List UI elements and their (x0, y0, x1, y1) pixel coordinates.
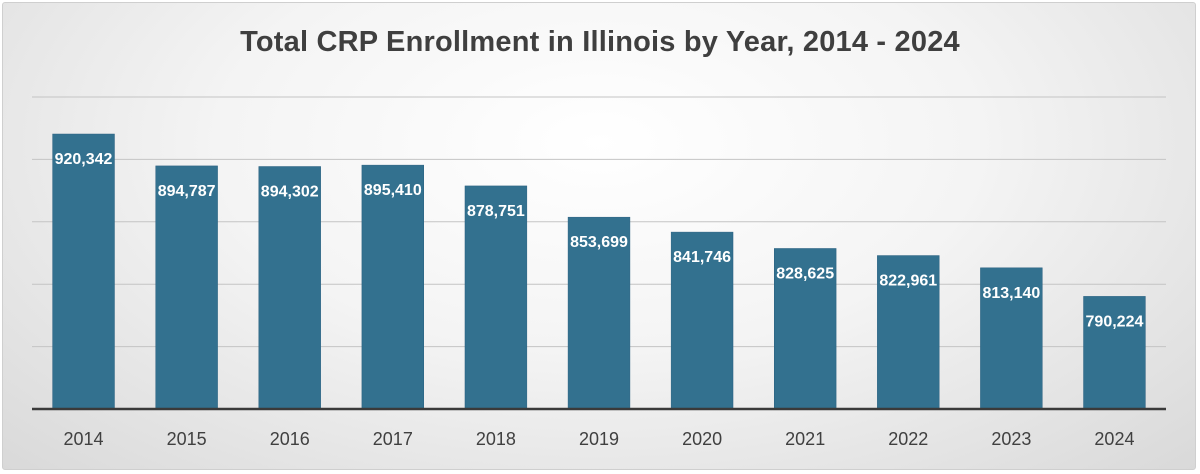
x-tick-2017: 2017 (373, 429, 413, 449)
x-tick-2015: 2015 (167, 429, 207, 449)
x-tick-2018: 2018 (476, 429, 516, 449)
x-tick-2023: 2023 (991, 429, 1031, 449)
data-labels: 920,342 894,787 894,302 895,410 878,751 853,6… (55, 151, 1144, 330)
x-tick-2020: 2020 (682, 429, 722, 449)
chart-title: Total CRP Enrollment in Illinois by Year… (240, 26, 960, 58)
data-label-2022: 822,961 (879, 273, 937, 290)
bar-2022 (877, 255, 940, 410)
data-label-2023: 813,140 (982, 285, 1040, 302)
x-tick-2024: 2024 (1094, 429, 1134, 449)
bar-2023 (980, 267, 1043, 410)
x-tick-2021: 2021 (785, 429, 825, 449)
x-tick-2019: 2019 (579, 429, 619, 449)
x-tick-2014: 2014 (64, 429, 104, 449)
x-tick-labels: 2014 2015 2016 2017 2018 2019 2020 2021 2022 2023… (64, 429, 1135, 449)
x-tick-2022: 2022 (888, 429, 928, 449)
bar-2015 (155, 165, 218, 410)
bar-2024 (1083, 296, 1146, 410)
data-label-2014: 920,342 (55, 151, 113, 168)
bar-2016 (258, 166, 321, 410)
bars (52, 133, 1146, 410)
bar-2021 (774, 248, 837, 410)
data-label-2018: 878,751 (467, 203, 525, 220)
data-label-2016: 894,302 (261, 184, 319, 201)
bar-2017 (361, 164, 424, 410)
data-label-2017: 895,410 (364, 182, 422, 199)
bar-2019 (567, 216, 631, 410)
bar-2014 (52, 133, 115, 410)
data-label-2015: 894,787 (158, 183, 216, 200)
bar-2018 (464, 185, 528, 410)
x-tick-2016: 2016 (270, 429, 310, 449)
data-label-2024: 790,224 (1086, 313, 1144, 330)
bar-2020 (670, 231, 734, 410)
data-label-2020: 841,746 (673, 249, 731, 266)
data-label-2019: 853,699 (570, 234, 628, 251)
data-label-2021: 828,625 (776, 265, 834, 282)
